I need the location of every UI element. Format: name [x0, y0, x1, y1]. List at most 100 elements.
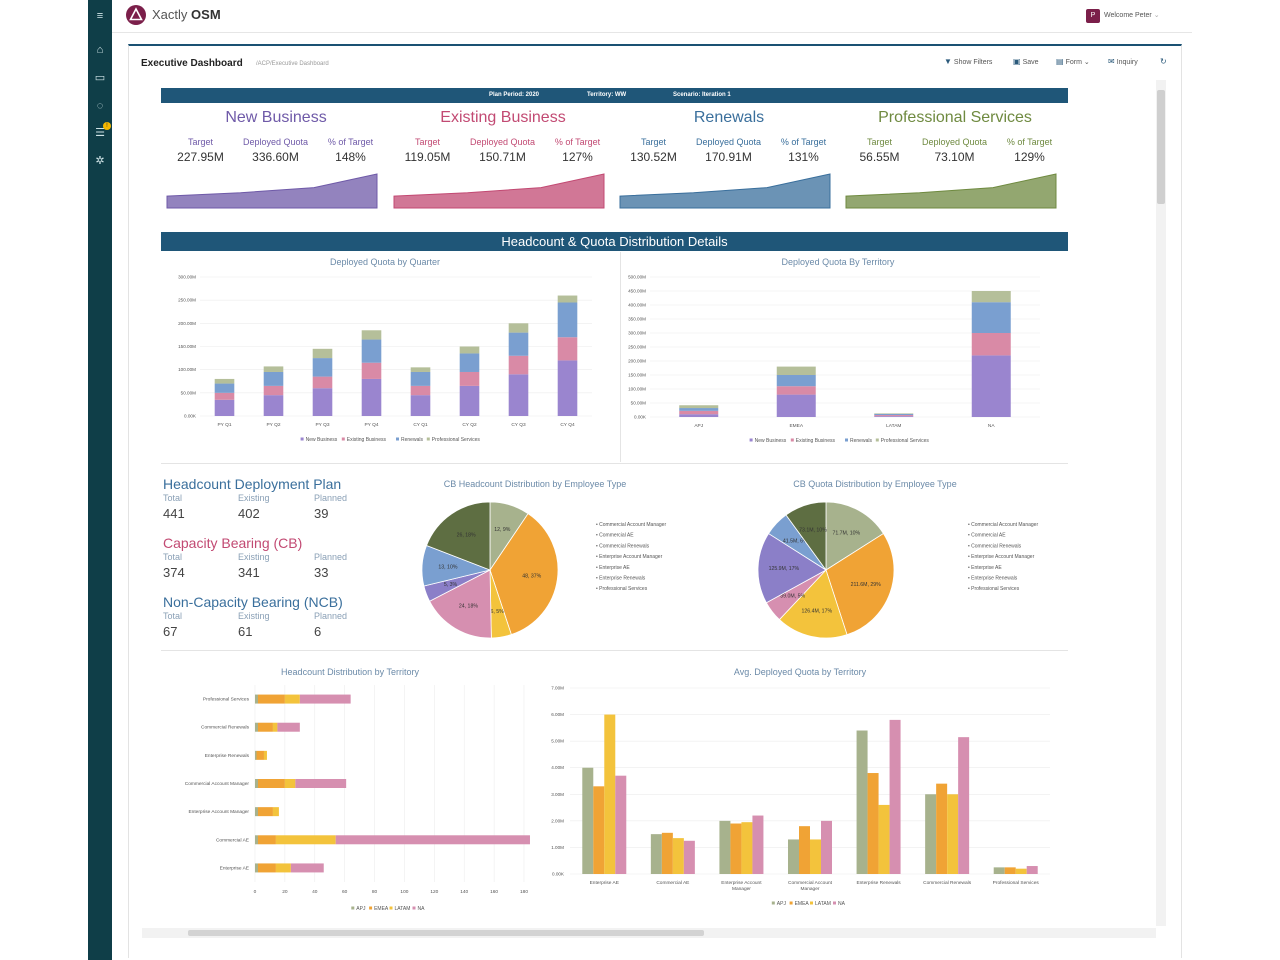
bar-segment — [971, 291, 1011, 303]
y-tick-label: Commercial Account Manager — [185, 781, 250, 787]
headcount-value: 374 — [163, 565, 185, 580]
headcount-by-territory-chart: 0 20 40 60 80 100 120 140 160 180 Professional Ser… — [185, 685, 530, 912]
vertical-scroll-thumb[interactable] — [1157, 90, 1165, 204]
xactly-logo-icon[interactable] — [126, 5, 146, 25]
bar-segment — [214, 378, 235, 384]
legend-label: • Professional Services — [596, 586, 648, 592]
kpi-label: % of Target — [554, 137, 601, 147]
y-tick-label: 400.00M — [628, 303, 646, 308]
kpi-value: 56.55M — [859, 150, 900, 164]
x-tick-label: Manager — [801, 886, 820, 892]
legend-label: APJ — [777, 901, 787, 907]
horizontal-scroll-thumb[interactable] — [188, 930, 704, 936]
kpi-value: 119.05M — [404, 150, 451, 164]
kpi-label: Deployed Quota — [921, 137, 988, 147]
bar-segment — [557, 295, 578, 303]
legend-swatch — [845, 438, 848, 442]
headcount-value: 61 — [238, 624, 253, 639]
kpi-title: Existing Business — [440, 109, 566, 126]
notification-badge: ! — [103, 122, 111, 130]
bar-segment — [214, 399, 235, 416]
headcount-label: Existing — [238, 493, 270, 503]
kpi-value: 227.95M — [177, 150, 224, 164]
legend-swatch — [389, 906, 393, 910]
bar-segment — [255, 694, 258, 704]
bar-segment — [255, 779, 258, 788]
settings-icon[interactable]: ✲ — [95, 155, 105, 167]
x-tick-label: Commercial Account — [788, 880, 833, 886]
headcount-label: Planned — [314, 552, 348, 562]
legend-label: • Commercial Renewals — [596, 543, 650, 549]
headcount-value: 441 — [163, 506, 185, 521]
bar-segment — [275, 835, 336, 845]
y-tick-label: 0.00K — [552, 872, 565, 877]
save-button[interactable]: ▣ Save — [1013, 57, 1039, 66]
refresh-icon[interactable]: ↻ — [1160, 57, 1167, 66]
chart-title-cb-quota: CB Quota Distribution by Employee Type — [793, 479, 957, 489]
section-divider — [161, 463, 1068, 464]
legend-label: EMEA — [374, 906, 389, 912]
bar-segment — [679, 405, 719, 409]
x-tick-label: CY Q3 — [511, 422, 526, 428]
bar-segment — [263, 395, 284, 416]
form-dropdown[interactable]: ▤ Form ⌄ — [1056, 57, 1090, 66]
welcome-user-menu[interactable]: Welcome Peter ⌄ — [1104, 12, 1160, 19]
legend-swatch — [369, 906, 373, 910]
cb-quota-pie-chart: 71.7M, 10% 211.6M, 29% 126.4M, 17% 39.0M, 5… — [757, 501, 1038, 639]
bar — [604, 714, 616, 874]
show-filters-button[interactable]: ▼ Show Filters — [944, 57, 993, 66]
avg-quota-by-territory-chart: 0.00K 1.00M 2.00M 3.00M 4.00M 5.00M 6.00M 7.00M… — [551, 686, 1050, 907]
legend-swatch — [396, 437, 399, 441]
kpi-value: 148% — [335, 150, 366, 164]
y-tick-label: 4.00M — [551, 765, 564, 770]
mail-icon: ✉ — [1108, 57, 1115, 66]
bar — [719, 820, 731, 874]
x-tick-label: 160 — [490, 889, 498, 895]
legend-label: NA — [838, 901, 846, 907]
headcount-label: Existing — [238, 552, 270, 562]
home-icon[interactable]: ⌂ — [96, 44, 104, 56]
user-avatar[interactable]: P — [1086, 9, 1100, 23]
pie-slice — [429, 569, 492, 639]
bar — [661, 832, 673, 874]
folder-icon[interactable]: ▭ — [94, 72, 106, 84]
pie-data-label: 71.7M, 10% — [832, 531, 860, 537]
chat-icon[interactable]: ◌ — [96, 100, 104, 112]
y-tick-label: 100.00M — [178, 367, 196, 372]
legend-label: Existing Business — [347, 437, 387, 443]
x-tick-label: 60 — [342, 889, 348, 895]
x-tick-label: CY Q1 — [413, 422, 428, 428]
form-icon: ▤ — [1056, 57, 1064, 66]
vertical-scrollbar[interactable] — [1156, 80, 1166, 926]
x-tick-label: Commercial AE — [656, 880, 689, 886]
bar-segment — [257, 722, 273, 732]
x-tick-label: CY Q4 — [560, 422, 575, 428]
headcount-label: Planned — [314, 611, 348, 621]
legend-swatch — [771, 901, 775, 905]
bar — [947, 794, 959, 874]
tasks-icon[interactable]: ☰ — [95, 127, 105, 139]
headcount-label: Total — [163, 552, 183, 562]
bar-segment — [214, 392, 235, 400]
kpi-value: 131% — [788, 150, 819, 164]
legend-swatch — [426, 437, 430, 441]
kpi-value: 336.60M — [252, 150, 299, 164]
bar-segment — [557, 360, 578, 416]
pie-data-label: 5, 3% — [444, 582, 458, 588]
bar-segment — [257, 694, 285, 704]
x-tick-label: CY Q2 — [462, 422, 477, 428]
y-tick-label: 300.00M — [628, 331, 646, 336]
bar-segment — [255, 807, 258, 817]
bar-segment — [257, 779, 285, 788]
inquiry-button[interactable]: ✉ Inquiry — [1108, 57, 1138, 66]
kpi-value: 73.10M — [934, 150, 975, 164]
pie-slice — [426, 501, 491, 571]
menu-icon[interactable]: ≡ — [96, 10, 104, 22]
pie-data-label: 13, 10% — [438, 565, 457, 571]
bar-segment — [312, 348, 333, 359]
kpi-value: 150.71M — [479, 150, 526, 164]
scenario: Scenario: Iteration 1 — [673, 92, 731, 98]
breadcrumb[interactable]: /ACP/Executive Dashboard — [256, 61, 329, 67]
pie-data-label: 126.4M, 17% — [802, 609, 833, 615]
bar — [1015, 868, 1027, 874]
